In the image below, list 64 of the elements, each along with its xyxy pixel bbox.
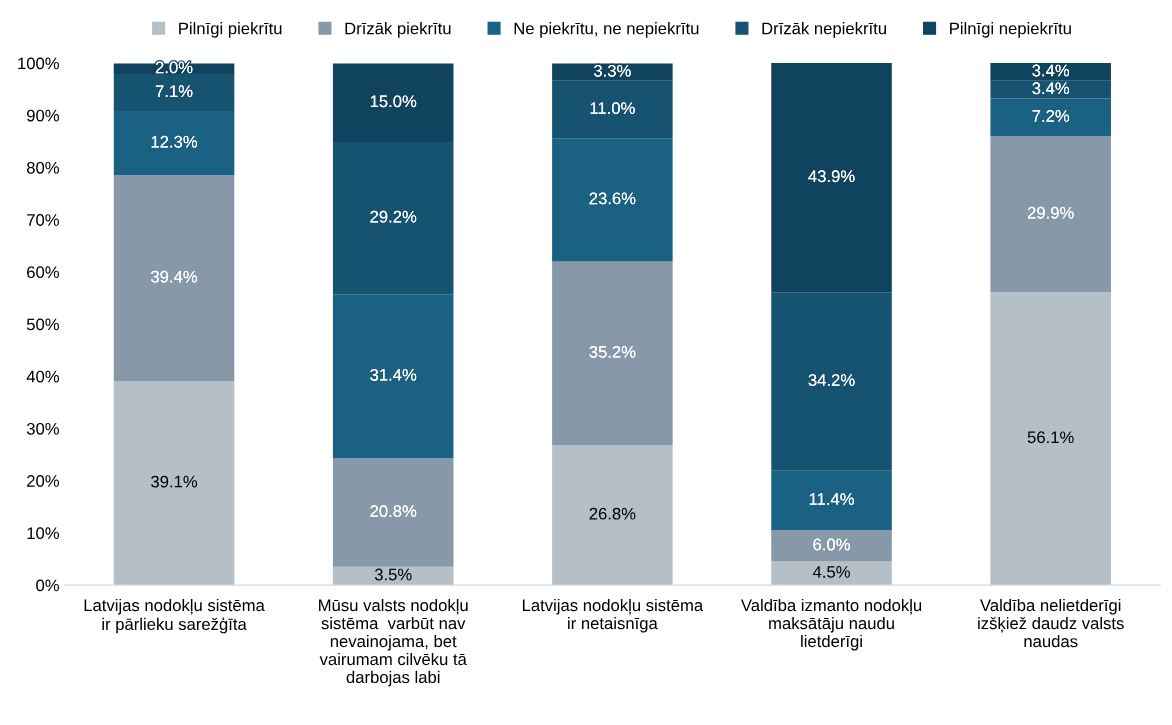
x-tick-label: Mūsu valsts nodokļu sistēma varbūt nav nevainojama, bet vairumam cilvēku tā darbojas labi (319, 598, 468, 687)
x-tick-label: Latvijas nodokļu sistēma ir pārlieku sarežģīta (84, 598, 265, 634)
bar (771, 530, 892, 562)
x-tick-label: Valdība nelietderīgi izšķiež daudz valsts naudas (978, 598, 1124, 648)
x-tick-label: Latvijas nodokļu sistēma ir netaisnīga (522, 598, 704, 633)
bar (990, 98, 1111, 137)
bar (113, 380, 235, 586)
y-tick-label: 70% (27, 214, 60, 226)
bar (332, 458, 454, 567)
bar (552, 445, 673, 586)
bar (552, 261, 673, 446)
data-label: 3.4% (1032, 82, 1070, 95)
data-label: 7.1% (155, 85, 193, 97)
bar (990, 136, 1111, 293)
y-tick-label: 100% (18, 57, 60, 70)
y-tick-label: 30% (26, 422, 60, 435)
y-tick-label: 90% (27, 109, 60, 122)
data-label: 20.8% (370, 505, 417, 517)
data-label: 39.1% (151, 475, 198, 488)
bar (113, 111, 235, 176)
bar (552, 80, 673, 139)
legend-label: Ne piekrītu, ne nepiekrītu (514, 22, 699, 38)
y-tick-label: 50% (26, 318, 60, 331)
data-label: 15.0% (370, 95, 417, 108)
data-label: 43.9% (808, 170, 855, 183)
bar (332, 141, 454, 295)
bar (771, 292, 892, 471)
legend-label: Pilnīgi piekrītu (179, 22, 282, 38)
data-label: 11.4% (809, 493, 854, 505)
legend-label: Pilnīgi nepiekrītu (950, 22, 1071, 38)
bar (771, 63, 892, 293)
legend-label: Drīzāk nepiekrītu (762, 22, 886, 38)
bar (552, 138, 673, 262)
data-label: 39.4% (151, 270, 198, 283)
bar (113, 74, 235, 112)
data-label: 6.0% (813, 538, 850, 551)
data-label: 34.2% (808, 374, 855, 386)
bar (771, 470, 892, 531)
data-label: 29.2% (370, 210, 417, 223)
data-label: 26.8% (589, 507, 636, 520)
data-label: 31.4% (370, 368, 417, 381)
y-tick-label: 20% (27, 475, 60, 487)
data-label: 3.5% (374, 568, 412, 581)
data-label: 23.6% (589, 192, 636, 205)
data-label: 56.1% (1027, 431, 1074, 444)
bar (990, 292, 1111, 586)
data-label: 7.2% (1032, 110, 1070, 122)
data-label: 29.9% (1027, 206, 1074, 219)
bar (113, 175, 235, 381)
legend-label: Drīzāk piekrītu (345, 22, 451, 38)
y-tick-label: 60% (27, 266, 60, 279)
bar (332, 63, 454, 142)
data-label: 35.2% (589, 345, 636, 358)
data-label: 11.0% (590, 102, 635, 115)
y-tick-label: 10% (27, 527, 60, 540)
bar (332, 294, 454, 459)
data-label: 12.3% (151, 135, 198, 148)
data-label: 3.3% (594, 64, 631, 77)
y-tick-label: 40% (26, 370, 60, 383)
data-label: 3.4% (1032, 64, 1070, 77)
x-tick-label: Valdība izmanto nodokļu maksātāju naudu lietderīgi (740, 598, 922, 651)
y-tick-label: 80% (26, 161, 60, 174)
y-tick-label: 0% (36, 579, 60, 592)
data-label: 4.5% (812, 566, 850, 578)
